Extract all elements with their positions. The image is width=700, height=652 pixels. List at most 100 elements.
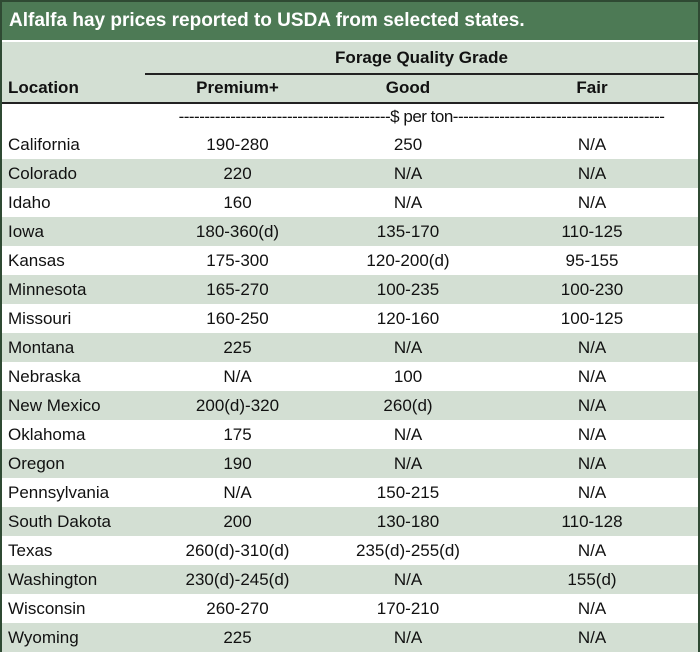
cell-premium: 190-280 bbox=[206, 135, 269, 154]
column-header-fair: Fair bbox=[576, 78, 608, 97]
cell-fair: 100-125 bbox=[560, 309, 624, 328]
cell-good: 260(d) bbox=[383, 396, 433, 415]
cell-premium: 160 bbox=[223, 193, 252, 212]
table-row: Oklahoma 175 N/A N/A bbox=[2, 420, 698, 449]
cell-location: Oregon bbox=[8, 454, 65, 473]
cell-location: Pennsylvania bbox=[8, 483, 110, 502]
table-row: Oregon 190 N/A N/A bbox=[2, 449, 698, 478]
table-row: Idaho 160 N/A N/A bbox=[2, 188, 698, 217]
cell-premium: 175 bbox=[223, 425, 252, 444]
table-title: Alfalfa hay prices reported to USDA from… bbox=[2, 2, 698, 40]
cell-location: Montana bbox=[8, 338, 75, 357]
header-divider bbox=[145, 73, 698, 75]
cell-location: Wisconsin bbox=[8, 599, 86, 618]
cell-fair: N/A bbox=[577, 396, 607, 415]
cell-fair: 95-155 bbox=[565, 251, 619, 270]
cell-location: Washington bbox=[8, 570, 98, 589]
cell-fair: 100-230 bbox=[560, 280, 624, 299]
cell-location: South Dakota bbox=[8, 512, 112, 531]
cell-fair: N/A bbox=[577, 541, 607, 560]
cell-fair: N/A bbox=[577, 425, 607, 444]
cell-good: 250 bbox=[393, 135, 423, 154]
cell-fair: N/A bbox=[577, 338, 607, 357]
cell-good: 235(d)-255(d) bbox=[356, 541, 460, 560]
cell-good: 170-210 bbox=[376, 599, 440, 618]
cell-good: 100-235 bbox=[376, 280, 440, 299]
table-row: Wyoming 225 N/A N/A bbox=[2, 623, 698, 652]
cell-premium: 260(d)-310(d) bbox=[185, 541, 290, 560]
unit-row: ----------------------------------------… bbox=[2, 102, 698, 132]
cell-fair: 110-128 bbox=[561, 512, 623, 531]
cell-location: Minnesota bbox=[8, 280, 87, 299]
cell-good: N/A bbox=[393, 425, 423, 444]
cell-location: New Mexico bbox=[8, 396, 101, 415]
table-row: Kansas 175-300 120-200(d) 95-155 bbox=[2, 246, 698, 275]
table-row: Texas 260(d)-310(d) 235(d)-255(d) N/A bbox=[2, 536, 698, 565]
table-row: Nebraska N/A 100 N/A bbox=[2, 362, 698, 391]
cell-premium: N/A bbox=[223, 483, 252, 502]
cell-good: 120-200(d) bbox=[366, 251, 450, 270]
cell-good: N/A bbox=[393, 164, 423, 183]
cell-premium: 175-300 bbox=[206, 251, 269, 270]
cell-location: Kansas bbox=[8, 251, 65, 270]
table-row: Colorado 220 N/A N/A bbox=[2, 159, 698, 188]
table-row: Pennsylvania N/A 150-215 N/A bbox=[2, 478, 698, 507]
table-row: California 190-280 250 N/A bbox=[2, 130, 698, 159]
cell-location: Missouri bbox=[8, 309, 72, 328]
cell-premium: 200 bbox=[223, 512, 252, 531]
cell-good: 130-180 bbox=[376, 512, 440, 531]
table-body: California 190-280 250 N/A Colorado 220 N/A N/A… bbox=[2, 130, 698, 652]
cell-good: N/A bbox=[393, 628, 423, 647]
cell-fair: N/A bbox=[577, 628, 607, 647]
cell-good: 135-170 bbox=[376, 222, 440, 241]
cell-premium: 225 bbox=[223, 628, 252, 647]
cell-fair: 155(d) bbox=[567, 570, 617, 589]
cell-fair: N/A bbox=[577, 483, 607, 502]
cell-good: 150-215 bbox=[376, 483, 440, 502]
cell-premium: 225 bbox=[223, 338, 252, 357]
cell-premium: N/A bbox=[223, 367, 252, 386]
cell-good: 120-160 bbox=[376, 309, 440, 328]
table-row: Montana 225 N/A N/A bbox=[2, 333, 698, 362]
table-row: Washington 230(d)-245(d) N/A 155(d) bbox=[2, 565, 698, 594]
cell-fair: N/A bbox=[577, 164, 607, 183]
cell-good: N/A bbox=[393, 338, 423, 357]
cell-fair: N/A bbox=[577, 135, 607, 154]
column-header-location: Location bbox=[8, 78, 79, 97]
cell-fair: N/A bbox=[577, 193, 607, 212]
cell-premium: 220 bbox=[223, 164, 252, 183]
cell-location: California bbox=[8, 135, 80, 154]
cell-premium: 190 bbox=[223, 454, 252, 473]
cell-premium: 160-250 bbox=[206, 309, 269, 328]
cell-location: Iowa bbox=[8, 222, 44, 241]
cell-good: 100 bbox=[393, 367, 423, 386]
cell-location: Nebraska bbox=[8, 367, 81, 386]
cell-location: Texas bbox=[8, 541, 53, 560]
cell-location: Colorado bbox=[8, 164, 77, 183]
cell-fair: N/A bbox=[577, 599, 607, 618]
cell-premium: 180-360(d) bbox=[195, 222, 280, 241]
grade-group-header: Forage Quality Grade bbox=[335, 48, 508, 67]
table-header: Forage Quality Grade Location Premium+ G… bbox=[2, 40, 698, 102]
cell-premium: 165-270 bbox=[206, 280, 269, 299]
cell-premium: 230(d)-245(d) bbox=[185, 570, 290, 589]
column-header-premium: Premium+ bbox=[196, 78, 279, 97]
cell-location: Wyoming bbox=[8, 628, 79, 647]
cell-premium: 200(d)-320 bbox=[195, 396, 280, 415]
cell-location: Oklahoma bbox=[8, 425, 86, 444]
cell-good: N/A bbox=[393, 570, 423, 589]
table-row: South Dakota 200 130-180 110-128 bbox=[2, 507, 698, 536]
table-row: Minnesota 165-270 100-235 100-230 bbox=[2, 275, 698, 304]
table-row: Wisconsin 260-270 170-210 N/A bbox=[2, 594, 698, 623]
table-row: Iowa 180-360(d) 135-170 110-125 bbox=[2, 217, 698, 246]
cell-fair: 110-125 bbox=[561, 222, 623, 241]
cell-good: N/A bbox=[393, 193, 423, 212]
cell-premium: 260-270 bbox=[206, 599, 269, 618]
column-header-good: Good bbox=[385, 78, 431, 97]
cell-fair: N/A bbox=[577, 367, 607, 386]
table-row: New Mexico 200(d)-320 260(d) N/A bbox=[2, 391, 698, 420]
cell-good: N/A bbox=[393, 454, 423, 473]
unit-label: ----------------------------------------… bbox=[178, 107, 665, 126]
cell-location: Idaho bbox=[8, 193, 51, 212]
cell-fair: N/A bbox=[577, 454, 607, 473]
